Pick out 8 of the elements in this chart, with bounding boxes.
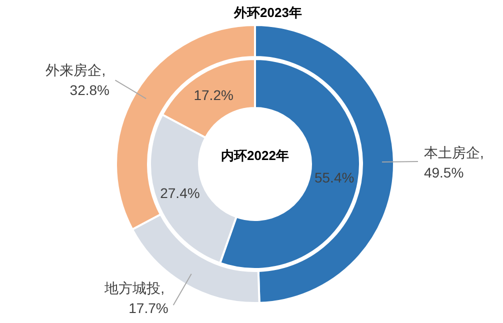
slice-label: 外环2023年: [233, 5, 302, 20]
data-label: 55.4%: [314, 170, 354, 186]
data-label: 17.2%: [194, 86, 234, 103]
slice-label: 本土房企, 49.5%: [424, 144, 488, 180]
slice-label: 地方城投, 17.7%: [104, 280, 168, 316]
data-label: 27.4%: [160, 185, 200, 202]
slice-label: 内环2022年: [221, 148, 289, 163]
slice-label: 外来房企, 32.8%: [46, 62, 110, 98]
